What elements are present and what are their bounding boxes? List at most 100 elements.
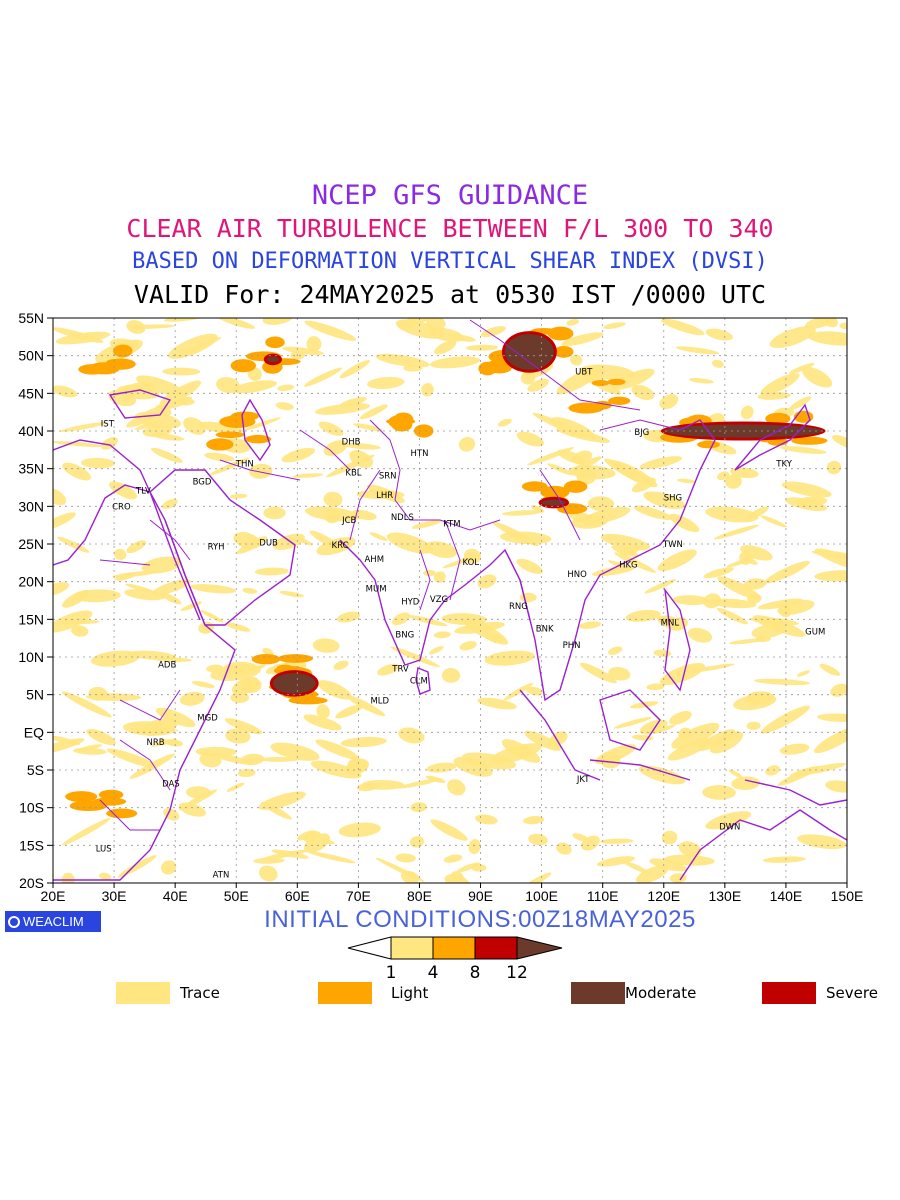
trace-area bbox=[223, 661, 259, 676]
lon-tick-label: 150E bbox=[831, 888, 864, 904]
light-area bbox=[206, 438, 234, 451]
lon-tick-label: 20E bbox=[41, 888, 66, 904]
trace-area bbox=[781, 481, 832, 498]
trace-area bbox=[819, 663, 841, 676]
trace-area bbox=[231, 380, 277, 394]
trace-area bbox=[813, 726, 847, 754]
trace-area bbox=[777, 765, 820, 786]
trace-area bbox=[504, 682, 534, 701]
trace-area bbox=[316, 704, 330, 719]
trace-area bbox=[429, 646, 444, 655]
trace-area bbox=[113, 548, 127, 561]
trace-area bbox=[527, 378, 549, 392]
trace-area bbox=[664, 854, 715, 866]
trace-area bbox=[703, 567, 734, 579]
trace-area bbox=[760, 515, 787, 528]
trace-area bbox=[204, 452, 235, 462]
trace-area bbox=[282, 346, 325, 356]
trace-area bbox=[206, 664, 224, 673]
trace-area bbox=[839, 322, 847, 330]
trace-area bbox=[556, 842, 572, 855]
city-label-cro: CRO bbox=[112, 502, 131, 512]
trace-area bbox=[161, 498, 178, 509]
trace-area bbox=[570, 354, 583, 366]
trace-area bbox=[717, 471, 730, 481]
trace-area bbox=[802, 366, 833, 388]
trace-area bbox=[649, 858, 688, 872]
trace-area bbox=[183, 417, 206, 435]
trace-area bbox=[805, 318, 835, 329]
trace-area bbox=[757, 598, 803, 610]
trace-area bbox=[342, 443, 381, 450]
trace-area bbox=[390, 646, 440, 668]
trace-area bbox=[765, 765, 780, 776]
city-label-htn: HTN bbox=[410, 449, 428, 459]
coastline-newguinea bbox=[744, 779, 847, 806]
light-area bbox=[413, 424, 434, 438]
trace-area bbox=[484, 650, 535, 666]
trace-area bbox=[126, 320, 146, 334]
title-line-3: BASED ON DEFORMATION VERTICAL SHEAR INDE… bbox=[132, 249, 768, 274]
trace-area bbox=[831, 435, 847, 450]
light-area bbox=[277, 654, 314, 663]
city-label-ktm: KTM bbox=[443, 520, 460, 530]
trace-area bbox=[162, 367, 201, 376]
trace-area bbox=[527, 447, 575, 466]
trace-area bbox=[179, 789, 218, 811]
trace-area bbox=[317, 680, 352, 700]
lat-tick-label: 55N bbox=[18, 310, 44, 326]
trace-area bbox=[303, 367, 342, 387]
city-label-jkt: JKT bbox=[576, 775, 590, 785]
trace-area bbox=[669, 513, 700, 533]
trace-area bbox=[661, 830, 678, 845]
city-label-vzg: VZG bbox=[430, 595, 448, 605]
trace-area bbox=[318, 421, 344, 436]
grid-lines bbox=[53, 318, 847, 883]
trace-area bbox=[760, 373, 800, 396]
trace-area bbox=[433, 571, 446, 583]
coastline-redsea bbox=[149, 491, 201, 621]
trace-area bbox=[728, 638, 766, 645]
lon-tick-label: 30E bbox=[102, 888, 127, 904]
trace-area bbox=[796, 670, 811, 677]
trace-area bbox=[761, 705, 810, 734]
trace-area bbox=[747, 593, 762, 604]
trace-area bbox=[785, 497, 828, 512]
trace-area bbox=[254, 567, 289, 576]
lat-tick-label: 5N bbox=[26, 687, 44, 703]
city-label-mld: MLD bbox=[370, 697, 389, 707]
trace-area bbox=[769, 326, 816, 348]
trace-area bbox=[733, 693, 777, 711]
legend-label-severe: Severe bbox=[826, 984, 878, 1002]
moderate-band bbox=[266, 356, 279, 363]
trace-area bbox=[516, 558, 543, 574]
trace-area bbox=[62, 462, 92, 481]
trace-area bbox=[403, 365, 423, 372]
title-line-2: CLEAR AIR TURBULENCE BETWEEN F/L 300 TO … bbox=[126, 214, 774, 243]
city-label-shg: SHG bbox=[664, 493, 682, 503]
trace-area bbox=[262, 849, 308, 860]
trace-area bbox=[53, 735, 81, 746]
trace-area bbox=[423, 569, 436, 577]
city-label-mum: MUM bbox=[366, 584, 387, 594]
lon-tick-label: 70E bbox=[346, 888, 371, 904]
trace-area bbox=[657, 549, 697, 572]
trace-area bbox=[292, 473, 324, 478]
colorbar-tick-1: 1 bbox=[386, 963, 397, 983]
coastline-seasia bbox=[519, 419, 716, 702]
trace-area bbox=[779, 603, 792, 618]
trace-area bbox=[128, 650, 177, 661]
trace-area bbox=[333, 660, 349, 671]
city-label-phn: PHN bbox=[563, 641, 581, 651]
light-area bbox=[65, 791, 98, 803]
trace-area bbox=[631, 734, 654, 741]
light-area bbox=[765, 412, 791, 425]
trace-area bbox=[433, 631, 451, 639]
trace-area bbox=[480, 326, 506, 338]
trace-area bbox=[826, 460, 842, 475]
trace-area bbox=[114, 574, 135, 581]
trace-area bbox=[471, 863, 487, 872]
coastline-australia bbox=[679, 809, 847, 881]
city-label-ist: IST bbox=[101, 419, 115, 429]
trace-area bbox=[279, 590, 305, 598]
